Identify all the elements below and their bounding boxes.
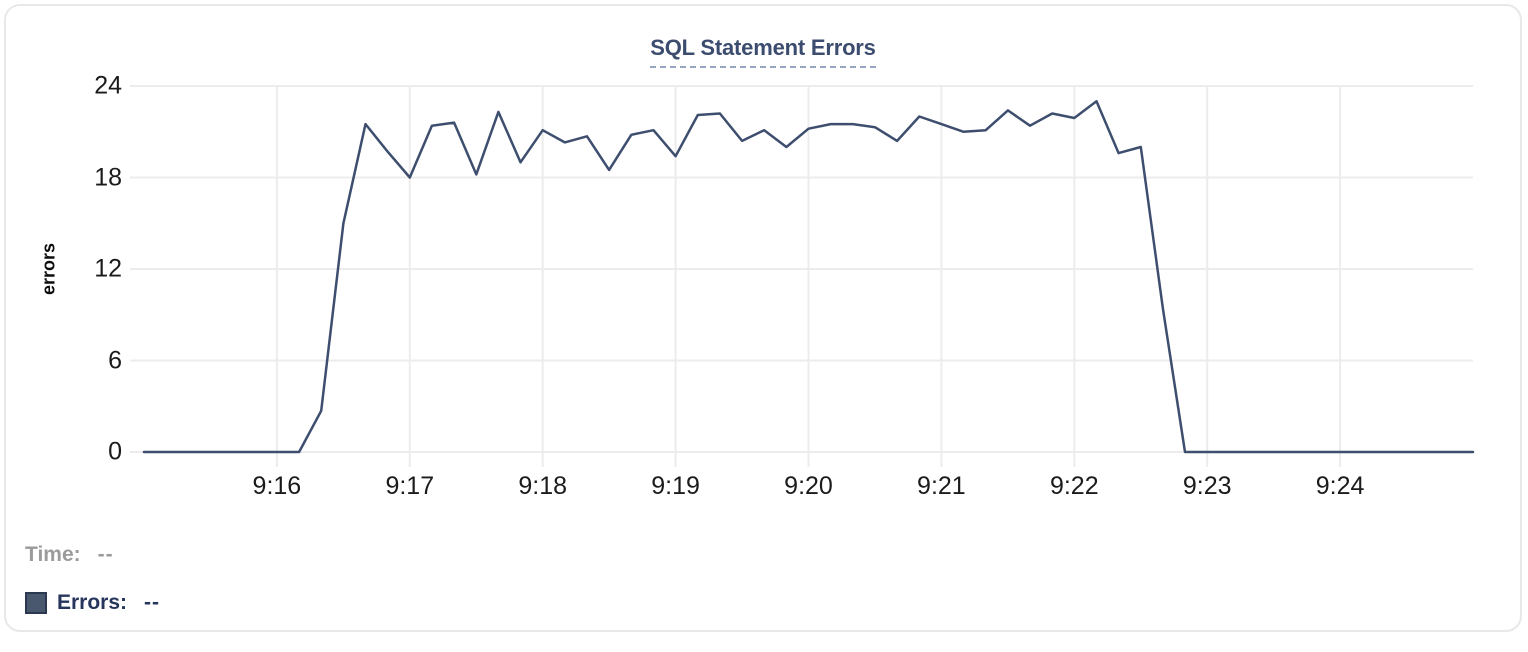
x-tick-label: 9:18 (518, 472, 568, 500)
chart-header: SQL Statement Errors (6, 35, 1520, 68)
x-tick-label: 9:16 (252, 472, 302, 500)
y-tick-label: 0 (108, 437, 122, 466)
y-tick-label: 18 (94, 163, 122, 191)
x-tick-label: 9:23 (1182, 472, 1232, 500)
x-tick-label: 9:22 (1049, 472, 1099, 500)
legend-time-value: -- (97, 543, 114, 566)
y-axis-label: errors (38, 242, 59, 296)
legend-row-time: Time: -- (25, 543, 114, 566)
chart-title[interactable]: SQL Statement Errors (650, 35, 876, 68)
x-tick-label: 9:19 (651, 472, 700, 500)
plot-area[interactable] (6, 6, 1522, 632)
x-tick-label: 9:17 (385, 472, 435, 500)
x-tick-label: 9:20 (784, 472, 833, 500)
legend-time-label: Time: (25, 543, 81, 566)
errors-series-line (142, 100, 1475, 454)
y-tick-label: 12 (94, 254, 122, 283)
x-tick-label: 9:24 (1315, 472, 1365, 500)
legend-errors-value: -- (144, 591, 161, 614)
chart-card: SQL Statement Errors errors 0 6 12 18 24 9:16… (4, 4, 1522, 632)
errors-series-swatch-icon (25, 591, 47, 614)
y-tick-label: 24 (94, 71, 122, 100)
legend-row-errors: Errors: -- (25, 591, 160, 614)
x-tick-label: 9:21 (917, 472, 966, 500)
y-tick-label: 6 (108, 346, 122, 374)
legend-errors-label: Errors: (57, 591, 128, 614)
